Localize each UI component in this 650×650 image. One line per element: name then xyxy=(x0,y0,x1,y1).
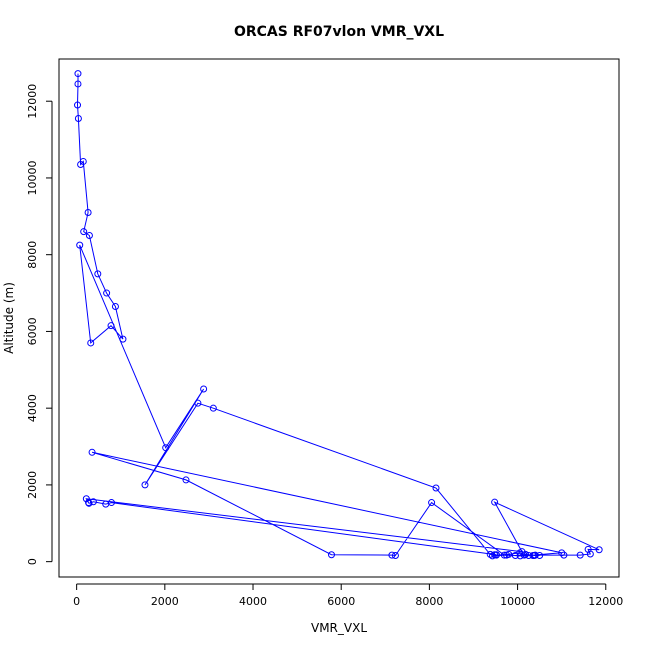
data-point xyxy=(76,241,84,249)
x-tick-label: 4000 xyxy=(239,595,267,608)
data-point xyxy=(520,551,528,559)
data-point xyxy=(388,551,396,559)
data-point xyxy=(500,551,508,559)
data-point xyxy=(88,448,96,456)
data-point xyxy=(529,552,537,560)
data-point xyxy=(492,551,500,559)
data-point xyxy=(511,552,519,560)
data-point xyxy=(107,322,115,330)
x-tick-label: 8000 xyxy=(415,595,443,608)
data-point xyxy=(141,481,149,489)
data-point xyxy=(488,552,496,560)
data-point xyxy=(536,552,544,560)
chart-title: ORCAS RF07vlon VMR_VXL xyxy=(234,24,444,40)
x-axis-label: VMR_VXL xyxy=(311,621,367,635)
data-point xyxy=(89,498,97,506)
x-tick-label: 10000 xyxy=(500,595,535,608)
data-point xyxy=(209,404,217,412)
y-tick-label: 6000 xyxy=(26,317,39,345)
data-point xyxy=(516,552,524,560)
data-point xyxy=(194,399,202,407)
plot-frame xyxy=(58,58,620,578)
data-point xyxy=(111,302,119,310)
data-point xyxy=(428,499,436,507)
y-tick-label: 12000 xyxy=(26,84,39,119)
data-point xyxy=(200,385,208,393)
data-point xyxy=(491,498,499,506)
data-point xyxy=(80,228,88,236)
data-point xyxy=(182,476,190,484)
data-point xyxy=(560,551,568,559)
x-tick-label: 0 xyxy=(73,595,80,608)
data-point xyxy=(328,551,336,559)
x-tick-label: 12000 xyxy=(588,595,623,608)
data-point xyxy=(107,499,115,507)
data-point xyxy=(85,499,93,507)
data-point xyxy=(558,549,566,557)
x-tick-label: 6000 xyxy=(327,595,355,608)
data-point xyxy=(584,545,592,553)
data-point xyxy=(79,157,87,165)
data-point xyxy=(74,80,82,88)
data-point xyxy=(94,270,102,278)
y-tick-label: 4000 xyxy=(26,394,39,422)
data-point xyxy=(87,339,95,347)
x-tick-label: 2000 xyxy=(151,595,179,608)
data-point xyxy=(595,546,603,554)
y-tick-label: 10000 xyxy=(26,160,39,195)
series-layer xyxy=(74,70,603,560)
data-point xyxy=(84,208,92,216)
data-point xyxy=(518,548,526,556)
y-axis-label: Altitude (m) xyxy=(2,282,16,354)
data-point xyxy=(391,552,399,560)
data-point xyxy=(432,484,440,492)
data-point xyxy=(74,101,82,109)
data-point xyxy=(162,444,170,452)
data-point xyxy=(576,551,584,559)
data-point xyxy=(85,232,93,240)
x-axis: 0 2000 4000 6000 8000 10000 12000 xyxy=(73,583,623,608)
data-point xyxy=(74,114,82,122)
data-point xyxy=(119,335,127,343)
y-axis: 0 2000 4000 6000 8000 10000 12000 xyxy=(26,84,53,565)
y-tick-label: 0 xyxy=(26,558,39,565)
y-tick-label: 8000 xyxy=(26,241,39,269)
data-point xyxy=(74,70,82,78)
data-point xyxy=(103,289,111,297)
y-tick-label: 2000 xyxy=(26,471,39,499)
data-point xyxy=(525,552,533,560)
data-point xyxy=(503,551,511,559)
